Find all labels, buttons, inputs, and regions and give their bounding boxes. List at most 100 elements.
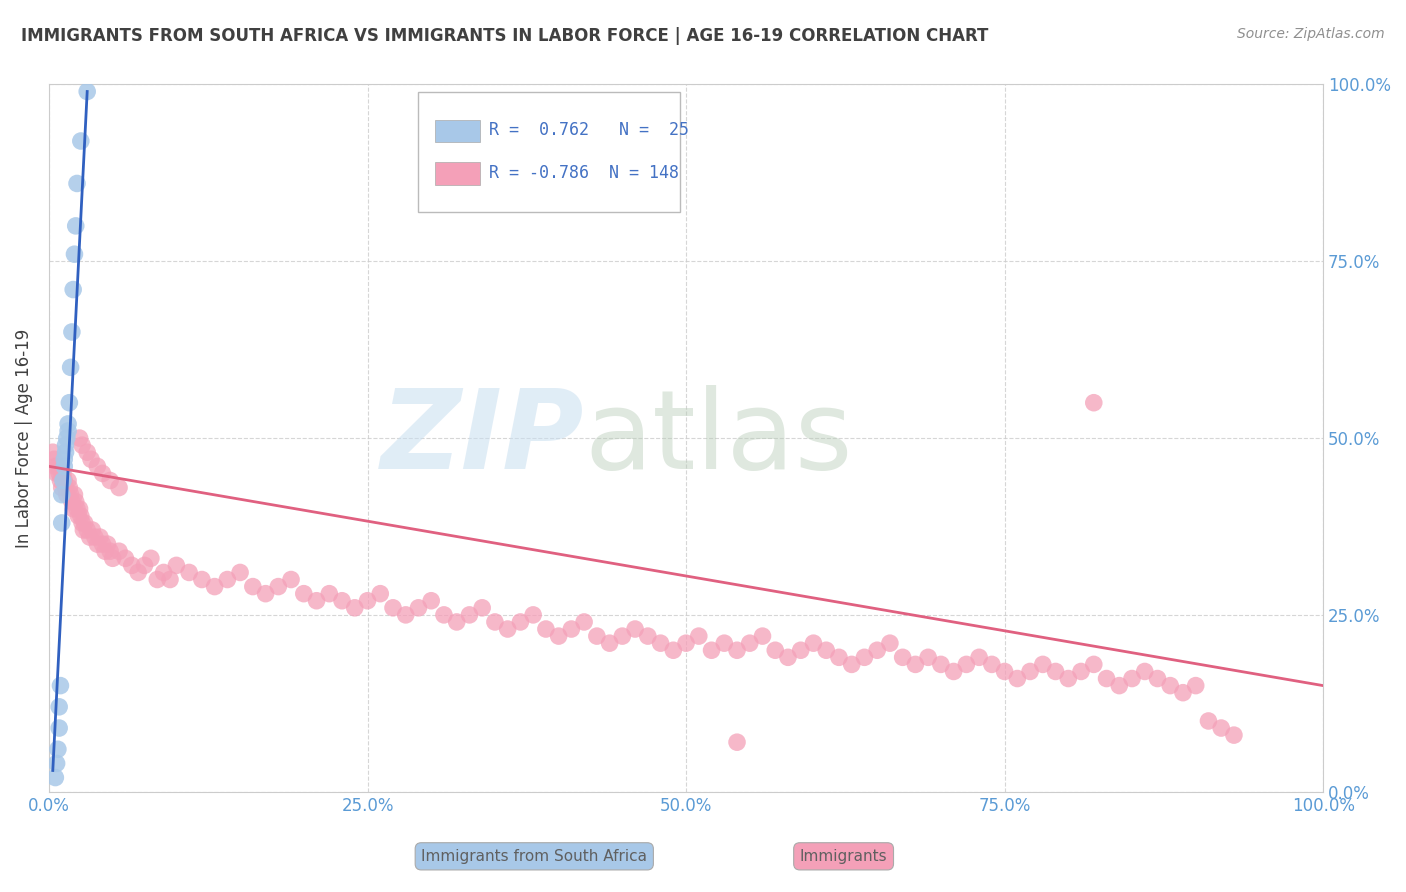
Point <box>560 622 582 636</box>
Point <box>139 551 162 566</box>
Point <box>80 452 103 467</box>
Point <box>48 467 70 481</box>
Point <box>828 650 851 665</box>
Point <box>242 580 264 594</box>
Point <box>67 508 90 523</box>
Point <box>725 643 748 657</box>
Point <box>127 566 149 580</box>
Point <box>45 467 67 481</box>
Point <box>866 643 889 657</box>
Point <box>121 558 143 573</box>
Point <box>94 544 117 558</box>
Point <box>62 501 84 516</box>
Y-axis label: In Labor Force | Age 16-19: In Labor Force | Age 16-19 <box>15 328 32 548</box>
Point <box>803 636 825 650</box>
Point <box>254 587 277 601</box>
Point <box>1045 665 1067 679</box>
Point <box>53 459 76 474</box>
Text: atlas: atlas <box>583 384 852 491</box>
Point <box>66 177 89 191</box>
Point <box>76 523 98 537</box>
Point <box>91 467 114 481</box>
FancyBboxPatch shape <box>434 120 479 143</box>
Point <box>108 481 131 495</box>
Point <box>83 530 105 544</box>
Point <box>73 516 96 530</box>
Point <box>356 593 378 607</box>
Point <box>891 650 914 665</box>
Point <box>547 629 569 643</box>
Point <box>368 587 391 601</box>
Point <box>955 657 977 672</box>
Point <box>994 665 1017 679</box>
Point <box>56 488 79 502</box>
Point <box>46 742 69 756</box>
Point <box>45 756 67 771</box>
Point <box>420 593 443 607</box>
Point <box>179 566 201 580</box>
Point <box>433 607 456 622</box>
Point <box>572 615 595 629</box>
Point <box>637 629 659 643</box>
Point <box>63 488 86 502</box>
Point <box>738 636 761 650</box>
Point <box>134 558 156 573</box>
Point <box>471 600 494 615</box>
Point <box>70 516 93 530</box>
Point <box>62 283 84 297</box>
Point <box>318 587 340 601</box>
Point <box>217 573 239 587</box>
Point <box>599 636 621 650</box>
Point <box>98 474 121 488</box>
Point <box>63 247 86 261</box>
Point <box>751 629 773 643</box>
Point <box>56 424 79 438</box>
Point <box>48 721 70 735</box>
Point <box>929 657 952 672</box>
Point <box>395 607 418 622</box>
Point <box>108 544 131 558</box>
Point <box>114 551 136 566</box>
Point <box>853 650 876 665</box>
Point <box>101 551 124 566</box>
Point <box>70 438 93 452</box>
Point <box>51 516 73 530</box>
Point <box>52 467 75 481</box>
Point <box>1198 714 1220 728</box>
Point <box>60 325 83 339</box>
Point <box>76 445 98 459</box>
Point <box>42 452 65 467</box>
Point <box>98 544 121 558</box>
Point <box>484 615 506 629</box>
Point <box>51 481 73 495</box>
FancyBboxPatch shape <box>434 162 479 185</box>
Point <box>159 573 181 587</box>
Point <box>382 600 405 615</box>
Point <box>509 615 531 629</box>
Point <box>1133 665 1156 679</box>
Point <box>65 494 87 508</box>
Point <box>917 650 939 665</box>
Point <box>305 593 328 607</box>
Point <box>65 219 87 233</box>
Point <box>330 593 353 607</box>
Point <box>1146 672 1168 686</box>
Point <box>725 735 748 749</box>
Point <box>688 629 710 643</box>
Point <box>55 481 77 495</box>
Point <box>82 523 104 537</box>
Text: ZIP: ZIP <box>381 384 583 491</box>
Point <box>204 580 226 594</box>
Point <box>1019 665 1042 679</box>
Point <box>66 501 89 516</box>
Point <box>58 481 80 495</box>
Point <box>55 445 77 459</box>
Point <box>53 474 76 488</box>
Point <box>86 459 108 474</box>
Point <box>534 622 557 636</box>
Point <box>49 679 72 693</box>
Point <box>1095 672 1118 686</box>
Point <box>56 431 79 445</box>
Point <box>713 636 735 650</box>
Point <box>496 622 519 636</box>
